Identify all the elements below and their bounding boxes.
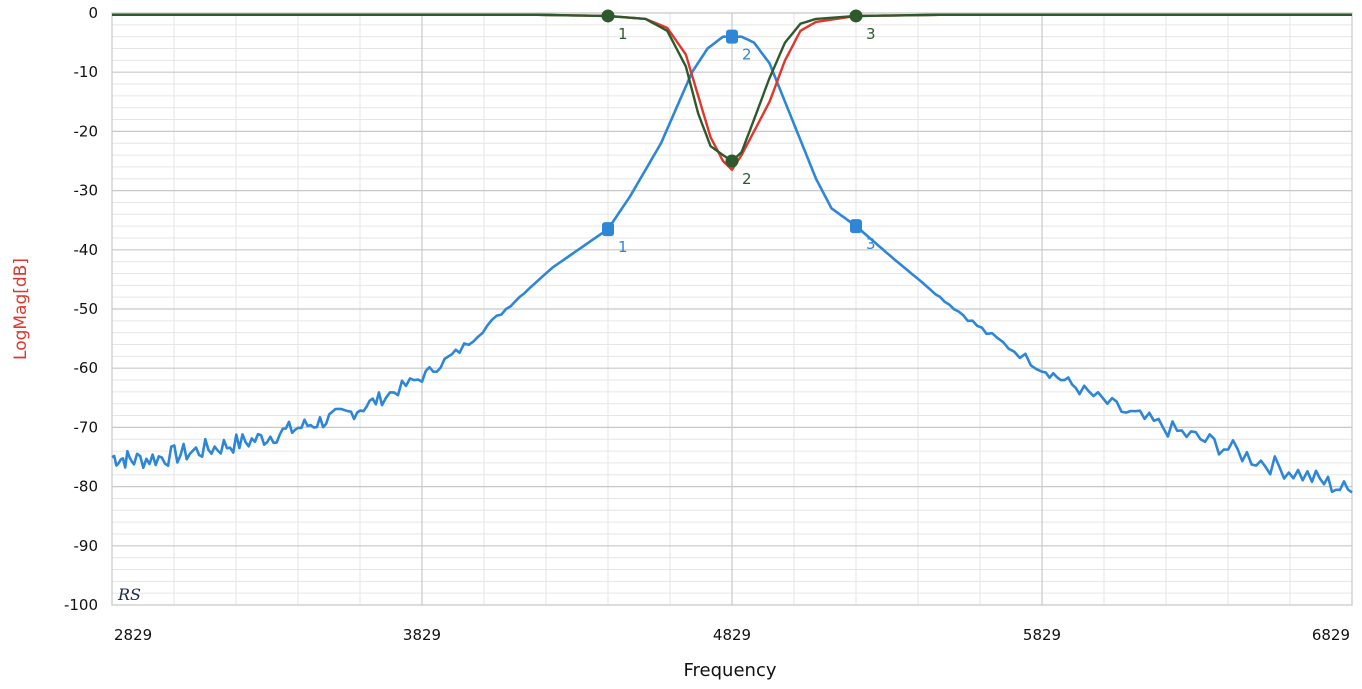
y-tick-label: -20 [74, 122, 99, 140]
y-tick-label: -60 [74, 359, 99, 377]
marker-label: 1 [618, 25, 628, 43]
y-tick-label: -80 [74, 478, 99, 496]
marker-point [601, 9, 615, 23]
marker-point [849, 9, 863, 23]
marker-label: 2 [742, 46, 752, 64]
x-tick-label: 3829 [403, 626, 441, 644]
x-axis-title: Frequency [684, 660, 777, 681]
marker-layer: 1 2 3 1 2 3 [601, 9, 876, 256]
marker-label: 3 [866, 235, 876, 253]
y-tick-label: -30 [74, 182, 99, 200]
x-tick-label: 4829 [713, 626, 751, 644]
marker-point [602, 222, 614, 237]
marker-point [726, 29, 738, 44]
series-line-1 [111, 35, 1353, 494]
tick-labels: 2829 3829 4829 5829 6829 0 -10 -20 -30 -40 -50 -60 -… [64, 4, 1350, 644]
y-tick-label: 0 [88, 4, 98, 22]
y-tick-label: -90 [74, 537, 99, 555]
marker-label: 3 [866, 25, 876, 43]
marker-point [725, 154, 739, 168]
y-tick-label: -10 [74, 63, 99, 81]
y-tick-label: -100 [64, 596, 98, 614]
major-grid [111, 12, 1353, 606]
y-tick-label: -40 [74, 241, 99, 259]
x-tick-label: 6829 [1312, 626, 1350, 644]
y-tick-label: -50 [74, 300, 99, 318]
marker-label: 2 [742, 170, 752, 188]
y-tick-label: -70 [74, 418, 99, 436]
x-tick-label: 2829 [114, 626, 152, 644]
x-tick-label: 5829 [1023, 626, 1061, 644]
watermark-label: RS [117, 585, 141, 604]
y-axis-title: LogMag[dB] [11, 258, 31, 360]
marker-point [850, 219, 862, 234]
marker-label: 1 [618, 238, 628, 256]
